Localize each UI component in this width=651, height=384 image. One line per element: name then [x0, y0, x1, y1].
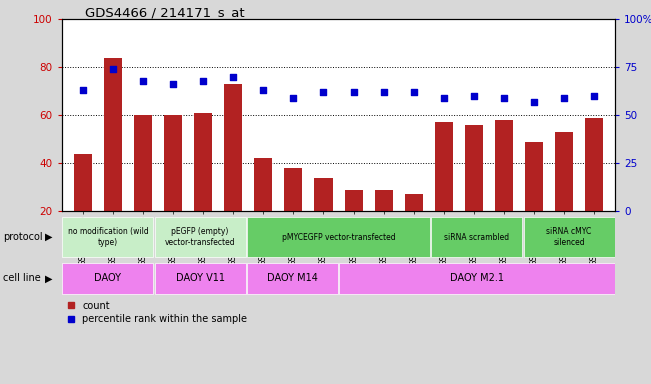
Point [198, 78, 208, 84]
Point [318, 89, 329, 95]
Bar [224, 84, 242, 211]
Text: siRNA scrambled: siRNA scrambled [444, 233, 510, 242]
Bar [432, 217, 522, 257]
Text: DAOY V11: DAOY V11 [176, 273, 225, 283]
Text: DAOY M14: DAOY M14 [267, 273, 318, 283]
Text: protocol: protocol [3, 232, 43, 242]
Text: GDS4466 / 214171_s_at: GDS4466 / 214171_s_at [85, 6, 244, 19]
Point [408, 89, 419, 95]
Bar [155, 217, 245, 257]
Bar [194, 113, 212, 211]
Text: DAOY: DAOY [94, 273, 122, 283]
Bar [164, 115, 182, 211]
Bar [104, 58, 122, 211]
Bar [523, 217, 615, 257]
Bar [555, 132, 573, 211]
Point [288, 95, 299, 101]
Point [258, 87, 269, 93]
Point [77, 87, 88, 93]
Text: siRNA cMYC
silenced: siRNA cMYC silenced [546, 227, 592, 247]
Text: pMYCEGFP vector-transfected: pMYCEGFP vector-transfected [282, 233, 395, 242]
Bar [344, 190, 363, 211]
Bar [585, 118, 603, 211]
Point [348, 89, 359, 95]
Bar [247, 217, 430, 257]
Bar [284, 168, 303, 211]
Point [138, 78, 148, 84]
Bar [405, 194, 422, 211]
Text: ▶: ▶ [45, 273, 53, 283]
Point [529, 99, 539, 105]
Bar [62, 217, 154, 257]
Bar [155, 263, 245, 294]
Bar [62, 263, 154, 294]
Legend: count, percentile rank within the sample: count, percentile rank within the sample [66, 301, 247, 324]
Point [439, 95, 449, 101]
Bar [495, 120, 513, 211]
Bar [74, 154, 92, 211]
Text: ▶: ▶ [45, 232, 53, 242]
Bar [134, 115, 152, 211]
Bar [255, 159, 272, 211]
Bar [435, 122, 453, 211]
Bar [374, 190, 393, 211]
Bar [314, 177, 333, 211]
Text: no modification (wild
type): no modification (wild type) [68, 227, 148, 247]
Point [168, 81, 178, 88]
Point [108, 66, 118, 72]
Point [469, 93, 479, 99]
Bar [339, 263, 615, 294]
Bar [247, 263, 338, 294]
Bar [525, 142, 543, 211]
Point [589, 93, 600, 99]
Point [378, 89, 389, 95]
Text: pEGFP (empty)
vector-transfected: pEGFP (empty) vector-transfected [165, 227, 236, 247]
Point [499, 95, 509, 101]
Bar [465, 125, 483, 211]
Text: DAOY M2.1: DAOY M2.1 [450, 273, 504, 283]
Point [559, 95, 569, 101]
Text: cell line: cell line [3, 273, 41, 283]
Point [228, 74, 238, 80]
